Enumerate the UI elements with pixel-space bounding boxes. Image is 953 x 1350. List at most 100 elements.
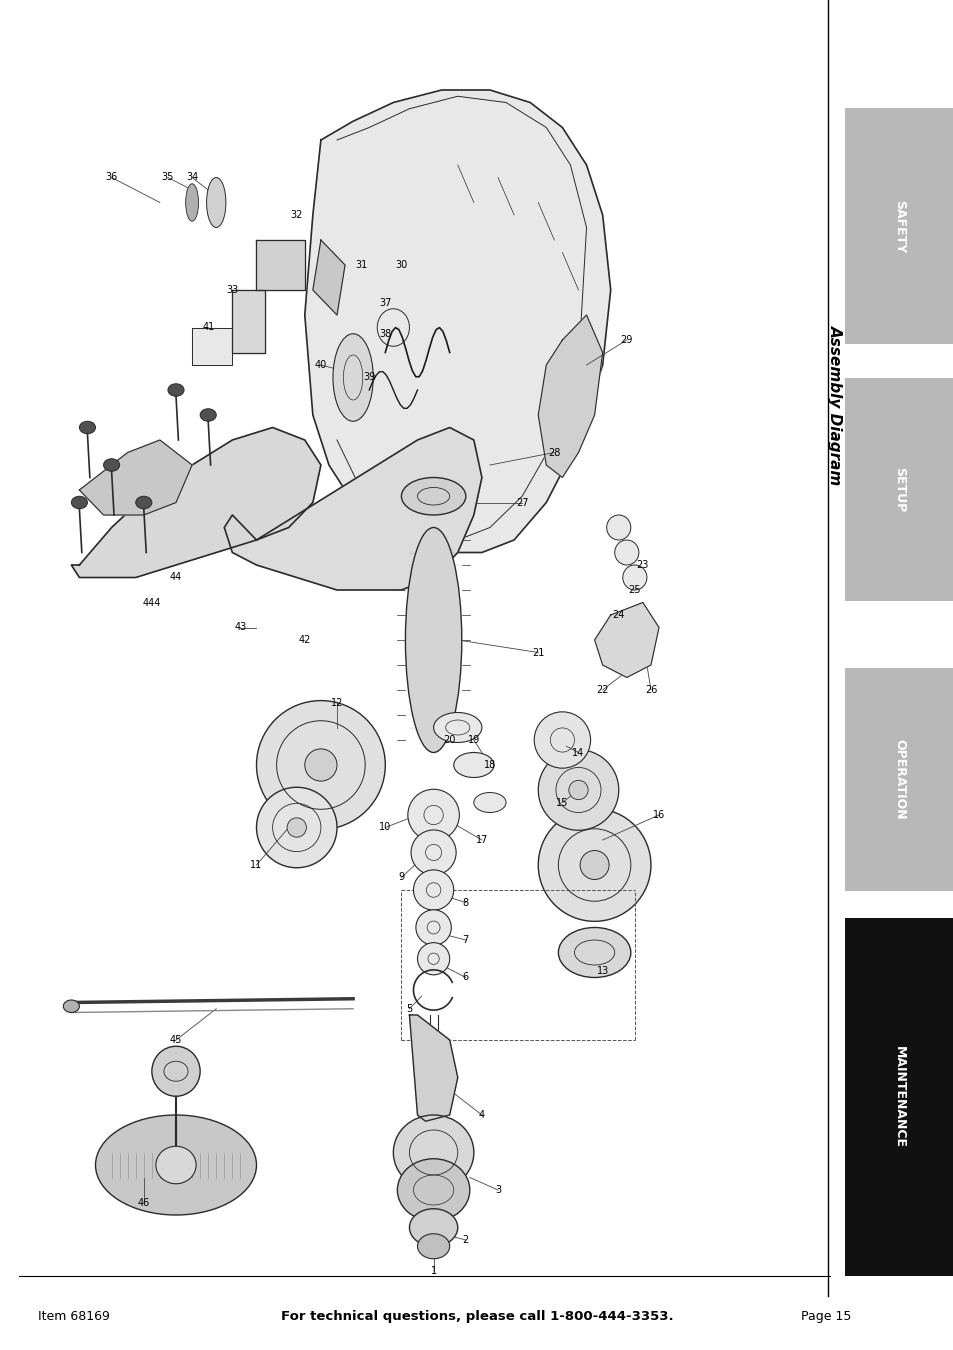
Text: 15: 15 [556, 798, 568, 807]
Ellipse shape [401, 478, 465, 514]
Circle shape [537, 749, 618, 830]
Ellipse shape [558, 927, 630, 977]
Polygon shape [304, 90, 610, 552]
Text: 14: 14 [572, 748, 584, 757]
Text: 28: 28 [548, 447, 560, 458]
Ellipse shape [376, 309, 409, 346]
Text: 18: 18 [483, 760, 496, 770]
Polygon shape [537, 315, 602, 478]
Circle shape [534, 711, 590, 768]
Polygon shape [71, 428, 320, 578]
Ellipse shape [79, 421, 95, 433]
Ellipse shape [155, 1146, 196, 1184]
Text: 46: 46 [137, 1197, 150, 1207]
Text: 7: 7 [462, 936, 469, 945]
Ellipse shape [135, 497, 152, 509]
Ellipse shape [104, 459, 119, 471]
Circle shape [287, 818, 306, 837]
Bar [844, 918, 953, 1276]
Ellipse shape [606, 514, 630, 540]
Ellipse shape [417, 1234, 449, 1258]
Text: 45: 45 [170, 1035, 182, 1045]
Circle shape [537, 809, 650, 921]
Polygon shape [224, 428, 481, 590]
Ellipse shape [207, 177, 226, 228]
Circle shape [413, 869, 454, 910]
Text: 20: 20 [443, 734, 456, 745]
Ellipse shape [71, 497, 88, 509]
Text: 24: 24 [612, 610, 624, 620]
Text: 39: 39 [363, 373, 375, 382]
Text: 1: 1 [430, 1266, 436, 1276]
Ellipse shape [95, 1115, 256, 1215]
Polygon shape [233, 290, 264, 352]
Text: 43: 43 [234, 622, 246, 633]
Polygon shape [256, 240, 304, 290]
Ellipse shape [405, 528, 461, 752]
Polygon shape [409, 1015, 457, 1122]
Polygon shape [192, 328, 233, 365]
Circle shape [256, 787, 336, 868]
Text: 40: 40 [314, 360, 327, 370]
Ellipse shape [409, 1208, 457, 1246]
Text: 33: 33 [226, 285, 238, 296]
Text: 21: 21 [532, 648, 544, 657]
Text: MAINTENANCE: MAINTENANCE [892, 1046, 905, 1148]
Text: 25: 25 [628, 585, 640, 595]
Text: 36: 36 [106, 173, 117, 182]
Text: 38: 38 [378, 329, 391, 339]
Text: 4: 4 [478, 1110, 484, 1120]
Text: 35: 35 [162, 173, 174, 182]
Text: 6: 6 [462, 972, 468, 983]
Text: 31: 31 [355, 261, 367, 270]
Bar [844, 378, 953, 601]
Text: Page 15: Page 15 [801, 1310, 851, 1323]
Text: OPERATION: OPERATION [892, 740, 905, 819]
Text: 17: 17 [476, 836, 488, 845]
Ellipse shape [474, 792, 505, 813]
Ellipse shape [168, 383, 184, 397]
Ellipse shape [434, 713, 481, 743]
Text: 11: 11 [250, 860, 262, 869]
Text: Item 68169: Item 68169 [38, 1310, 110, 1323]
Ellipse shape [152, 1046, 200, 1096]
Text: For technical questions, please call 1-800-444-3353.: For technical questions, please call 1-8… [280, 1310, 673, 1323]
Circle shape [304, 749, 336, 782]
Bar [844, 108, 953, 344]
Circle shape [417, 942, 449, 975]
Ellipse shape [454, 752, 494, 778]
Text: 26: 26 [644, 684, 657, 695]
Circle shape [411, 830, 456, 875]
Polygon shape [313, 240, 345, 315]
Text: 5: 5 [406, 1004, 412, 1014]
Text: 19: 19 [467, 734, 479, 745]
Circle shape [256, 701, 385, 829]
Ellipse shape [186, 184, 198, 221]
Ellipse shape [614, 540, 639, 566]
Ellipse shape [622, 566, 646, 590]
Text: 44: 44 [170, 572, 182, 582]
Circle shape [408, 790, 459, 841]
Text: 9: 9 [398, 872, 404, 883]
Bar [844, 668, 953, 891]
Ellipse shape [200, 409, 216, 421]
Ellipse shape [397, 1158, 469, 1222]
Text: 8: 8 [462, 898, 468, 907]
Ellipse shape [333, 333, 373, 421]
Text: 13: 13 [596, 967, 608, 976]
Circle shape [568, 780, 588, 799]
Polygon shape [79, 440, 192, 514]
Text: 34: 34 [186, 173, 198, 182]
Circle shape [579, 850, 608, 879]
Text: 37: 37 [378, 297, 391, 308]
Text: 41: 41 [202, 323, 214, 332]
Text: 444: 444 [143, 598, 161, 608]
Text: 12: 12 [331, 698, 343, 707]
Text: SAFETY: SAFETY [892, 200, 905, 252]
Circle shape [416, 910, 451, 945]
Ellipse shape [393, 1115, 474, 1189]
Text: 27: 27 [516, 498, 528, 508]
Text: 32: 32 [291, 211, 303, 220]
Polygon shape [594, 602, 659, 678]
Text: 42: 42 [298, 634, 311, 645]
